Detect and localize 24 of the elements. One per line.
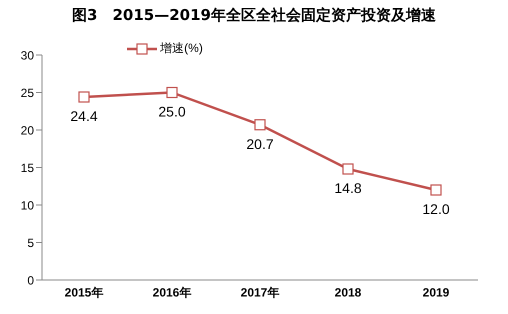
point [78, 91, 90, 103]
chart-title: 图3 2015—2019年全区全社会固定资产投资及增速 [71, 5, 437, 26]
data-label: 14.8 [334, 180, 362, 196]
x-tick-label: 2018 [334, 286, 362, 300]
x-tick-label: 2017年 [240, 286, 280, 300]
data-label: 25.0 [158, 104, 186, 120]
y-tick-label: 25 [20, 86, 34, 100]
point [430, 184, 442, 196]
y-tick-label: 30 [20, 48, 34, 62]
y-tick-label: 20 [20, 123, 34, 138]
x-tick-label: 2016年 [152, 286, 192, 300]
y-tick-label: 15 [20, 160, 34, 175]
y-tick-label: 10 [20, 198, 34, 212]
x-tick-label: 2015年 [64, 286, 104, 300]
point [166, 86, 178, 98]
point [254, 119, 266, 130]
legend-label: 增速(%) [160, 40, 203, 57]
data-label: 20.7 [246, 136, 274, 152]
data-label: 12.0 [422, 201, 450, 217]
y-tick-label: 0 [27, 273, 34, 288]
data-label: 24.4 [70, 108, 98, 124]
x-tick-label: 2019 [422, 286, 450, 300]
point [342, 163, 354, 175]
y-tick-label: 5 [27, 236, 34, 250]
